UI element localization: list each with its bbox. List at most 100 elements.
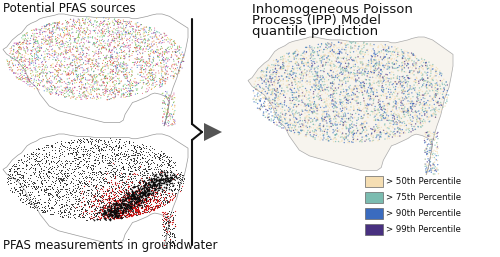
Point: [339, 123, 347, 127]
Point: [117, 213, 125, 217]
Point: [84, 184, 92, 188]
Point: [34, 190, 42, 194]
Point: [364, 103, 372, 107]
Point: [178, 173, 186, 178]
Point: [148, 195, 156, 199]
Point: [356, 66, 364, 70]
Point: [400, 82, 407, 86]
Point: [256, 99, 264, 104]
Point: [358, 47, 366, 51]
Point: [320, 100, 328, 104]
Point: [88, 216, 96, 220]
Point: [268, 77, 276, 81]
Point: [373, 113, 381, 117]
Point: [130, 203, 138, 207]
Point: [288, 86, 296, 90]
Point: [110, 67, 118, 71]
Point: [276, 125, 284, 129]
Point: [348, 132, 356, 136]
Point: [121, 196, 129, 200]
Point: [134, 91, 141, 96]
Point: [426, 146, 434, 150]
Point: [156, 78, 164, 82]
Point: [316, 125, 324, 129]
Point: [369, 60, 377, 65]
Point: [68, 152, 76, 156]
Point: [358, 68, 366, 72]
Point: [76, 72, 84, 76]
Point: [92, 16, 100, 20]
Point: [134, 188, 141, 192]
Point: [372, 118, 380, 122]
Point: [357, 123, 365, 127]
Point: [424, 142, 432, 146]
Point: [384, 66, 392, 70]
Point: [136, 203, 143, 207]
Point: [335, 51, 343, 56]
Point: [306, 50, 314, 54]
Point: [416, 96, 424, 100]
Point: [66, 96, 74, 100]
Point: [12, 187, 20, 191]
Point: [164, 179, 172, 183]
Point: [358, 123, 366, 127]
Point: [117, 48, 125, 52]
Point: [340, 114, 347, 118]
Point: [122, 23, 130, 27]
Point: [433, 166, 441, 170]
Point: [74, 75, 82, 79]
Point: [359, 116, 367, 120]
Point: [364, 96, 372, 100]
Point: [97, 195, 105, 199]
Point: [150, 187, 158, 191]
Point: [162, 221, 170, 225]
Point: [168, 165, 176, 169]
Point: [396, 127, 404, 131]
Point: [70, 39, 78, 43]
Point: [256, 86, 264, 90]
Point: [57, 171, 65, 176]
Point: [88, 191, 96, 195]
Point: [48, 167, 56, 171]
Point: [56, 20, 64, 24]
Point: [288, 98, 296, 103]
Point: [69, 34, 77, 39]
Point: [310, 126, 318, 130]
Point: [30, 51, 38, 56]
Point: [424, 80, 432, 85]
Point: [15, 47, 23, 51]
Point: [311, 79, 319, 83]
Point: [104, 196, 112, 200]
Point: [316, 88, 324, 93]
Point: [152, 183, 160, 187]
Point: [334, 74, 342, 78]
Point: [132, 205, 140, 209]
Point: [165, 178, 173, 182]
Point: [100, 215, 108, 219]
Point: [335, 51, 343, 56]
Point: [30, 35, 38, 39]
Point: [136, 80, 144, 84]
Point: [307, 116, 315, 121]
Point: [282, 116, 290, 120]
Point: [143, 61, 151, 65]
Point: [22, 76, 30, 80]
Point: [64, 168, 72, 172]
Point: [75, 196, 83, 200]
Point: [14, 59, 22, 63]
Point: [327, 122, 335, 126]
Point: [310, 50, 318, 54]
Point: [74, 202, 82, 206]
Point: [312, 72, 320, 76]
Point: [86, 217, 94, 221]
Point: [98, 70, 106, 74]
Point: [98, 30, 106, 34]
Point: [129, 208, 137, 212]
Point: [336, 56, 344, 60]
Point: [141, 210, 149, 215]
Point: [402, 70, 410, 74]
Point: [126, 203, 134, 207]
Point: [10, 48, 18, 52]
Point: [382, 114, 390, 118]
Point: [302, 107, 310, 112]
